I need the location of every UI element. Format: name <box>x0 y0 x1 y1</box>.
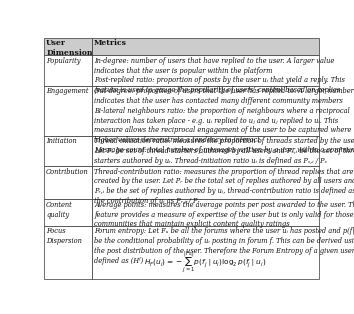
Bar <box>92 55 319 86</box>
Bar <box>92 199 319 226</box>
Bar <box>44 55 92 86</box>
Text: Content
quality: Content quality <box>46 201 73 219</box>
Text: Focus
Dispersion: Focus Dispersion <box>46 228 82 245</box>
Text: Out-degree: proportion of users that the user has replied to. A larger number
in: Out-degree: proportion of users that the… <box>94 87 354 154</box>
Text: Popularity: Popularity <box>46 57 81 65</box>
Bar <box>92 38 319 55</box>
Bar <box>92 86 319 136</box>
Text: Metrics: Metrics <box>94 39 127 47</box>
Text: Thread-contribution ratio: measures the proportion of thread replies that are
cr: Thread-contribution ratio: measures the … <box>94 168 354 205</box>
Bar <box>44 226 92 279</box>
Bar <box>44 199 92 226</box>
Bar <box>92 136 319 166</box>
Text: Engagement: Engagement <box>46 87 88 95</box>
Bar <box>44 38 92 55</box>
Text: User
Dimension: User Dimension <box>46 39 93 57</box>
Text: $H_F(u_i) = -\sum_{j=1}^{|F_{u_i}|} p(f_j \mid u_i) \log_2 p(f_j \mid u_i)$: $H_F(u_i) = -\sum_{j=1}^{|F_{u_i}|} p(f_… <box>144 249 267 276</box>
Text: Contribution: Contribution <box>46 168 89 176</box>
Bar <box>44 166 92 199</box>
Bar <box>44 86 92 136</box>
Text: Forum entropy: Let Fᵤ be all the forums where the user uᵢ has posted and p(f| uᵢ: Forum entropy: Let Fᵤ be all the forums … <box>94 228 354 265</box>
Text: Thread-initiation ratio: measures the proportion of threads started by the user.: Thread-initiation ratio: measures the pr… <box>94 137 354 165</box>
Bar <box>44 136 92 166</box>
Bar <box>92 166 319 199</box>
Text: Average points: measures the average points per post awarded to the user. This
f: Average points: measures the average poi… <box>94 201 354 228</box>
Text: In-degree: number of users that have replied to the user. A larger value
indicat: In-degree: number of users that have rep… <box>94 57 345 94</box>
Text: Initiation: Initiation <box>46 137 77 145</box>
Bar <box>92 226 319 279</box>
